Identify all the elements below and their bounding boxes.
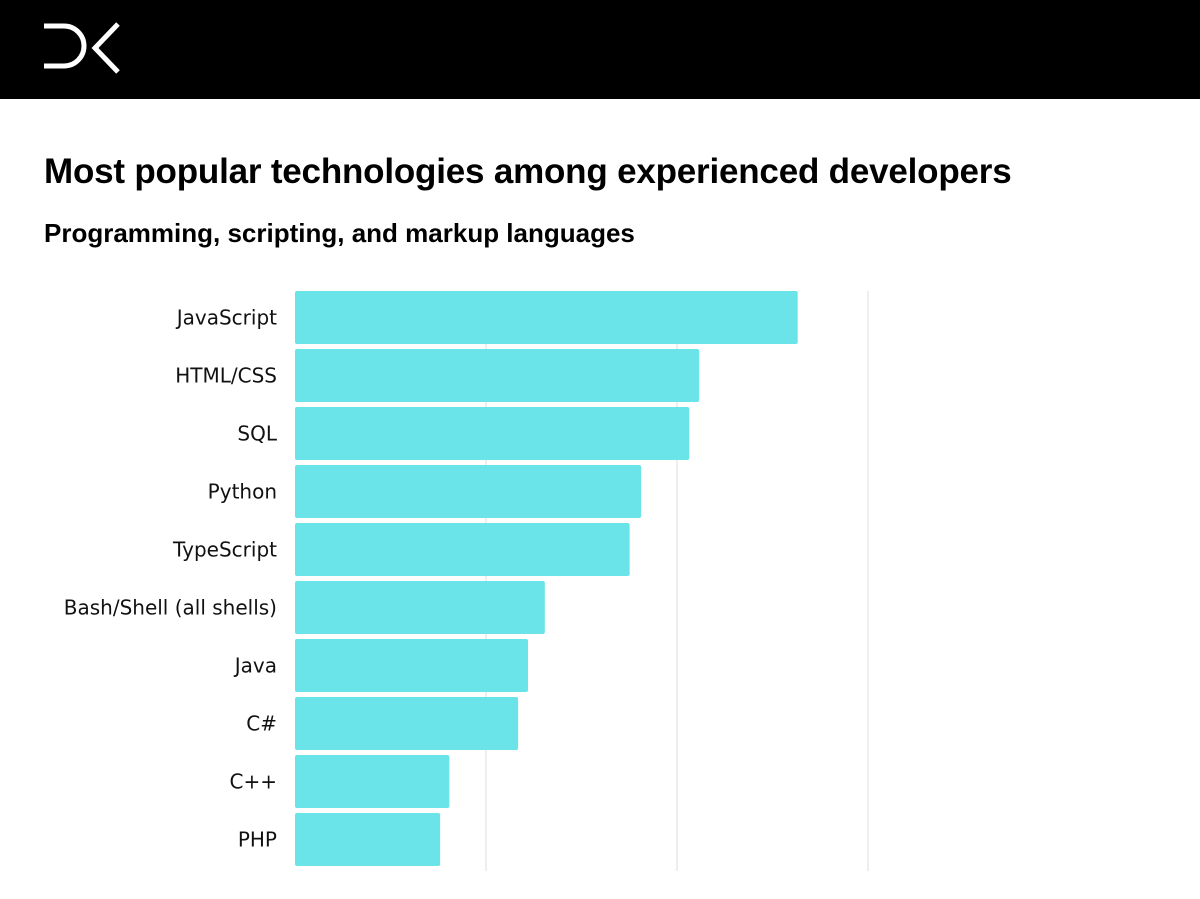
category-label: JavaScript <box>175 306 277 330</box>
category-label: Python <box>208 480 277 504</box>
category-label: C# <box>246 712 277 736</box>
category-label: C++ <box>230 770 277 794</box>
bar-c- <box>295 755 450 808</box>
dk-logo <box>44 22 120 74</box>
bar-php <box>295 813 441 866</box>
bar-typescript <box>295 523 630 576</box>
category-label: SQL <box>237 422 277 446</box>
header-bar <box>0 0 1200 99</box>
bar-sql <box>295 407 690 460</box>
category-label: Java <box>233 654 277 678</box>
category-label: TypeScript <box>172 538 277 562</box>
bar-javascript <box>295 291 798 344</box>
bar-c- <box>295 697 519 750</box>
page-title: Most popular technologies among experien… <box>44 152 1012 191</box>
bar-chart: JavaScript HTML/CSS SQL Python TypeScript Bas… <box>64 291 869 871</box>
bar-java <box>295 639 529 692</box>
category-label: Bash/Shell (all shells) <box>64 596 277 620</box>
category-label: PHP <box>238 828 277 852</box>
bar-html-css <box>295 349 700 402</box>
page-subtitle: Programming, scripting, and markup langu… <box>44 218 635 248</box>
bar-bash-shell-all-shells- <box>295 581 545 634</box>
bar-python <box>295 465 642 518</box>
category-label: HTML/CSS <box>175 364 277 388</box>
